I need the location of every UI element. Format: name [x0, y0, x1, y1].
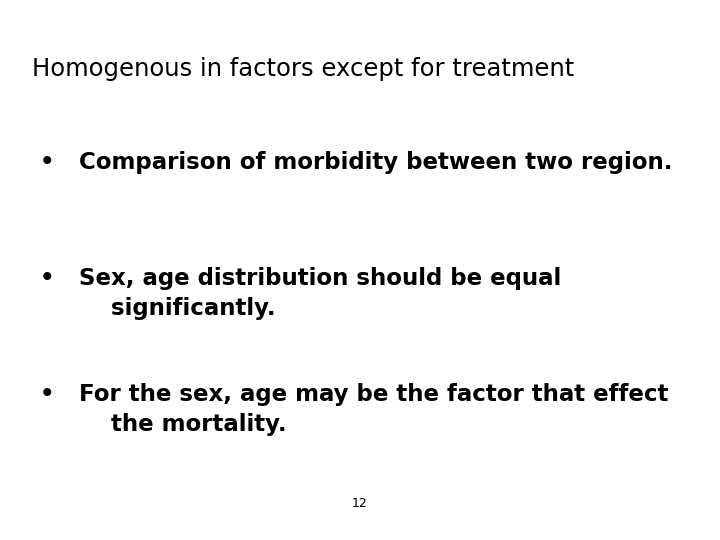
- Text: Sex, age distribution should be equal
    significantly.: Sex, age distribution should be equal si…: [79, 267, 562, 320]
- Text: •: •: [40, 383, 54, 407]
- Text: 12: 12: [352, 497, 368, 510]
- Text: •: •: [40, 151, 54, 174]
- Text: For the sex, age may be the factor that effect
    the mortality.: For the sex, age may be the factor that …: [79, 383, 669, 436]
- Text: •: •: [40, 267, 54, 291]
- Text: Homogenous in factors except for treatment: Homogenous in factors except for treatme…: [32, 57, 575, 80]
- Text: Comparison of morbidity between two region.: Comparison of morbidity between two regi…: [79, 151, 672, 174]
